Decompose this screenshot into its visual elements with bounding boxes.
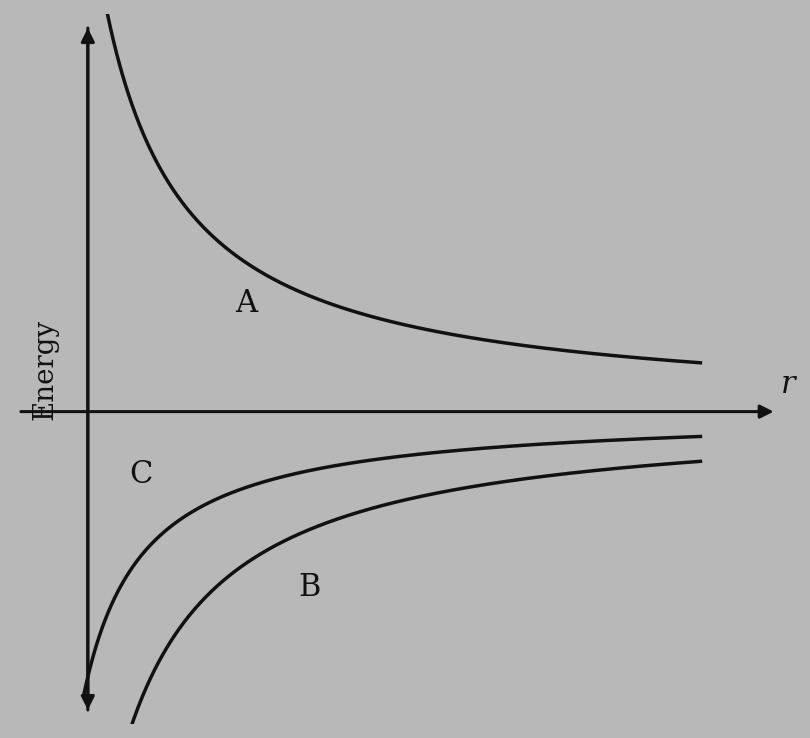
- Text: B: B: [298, 572, 321, 603]
- Text: A: A: [235, 288, 258, 319]
- Text: r: r: [781, 369, 795, 400]
- Text: C: C: [129, 458, 152, 489]
- Text: Energy: Energy: [32, 318, 58, 420]
